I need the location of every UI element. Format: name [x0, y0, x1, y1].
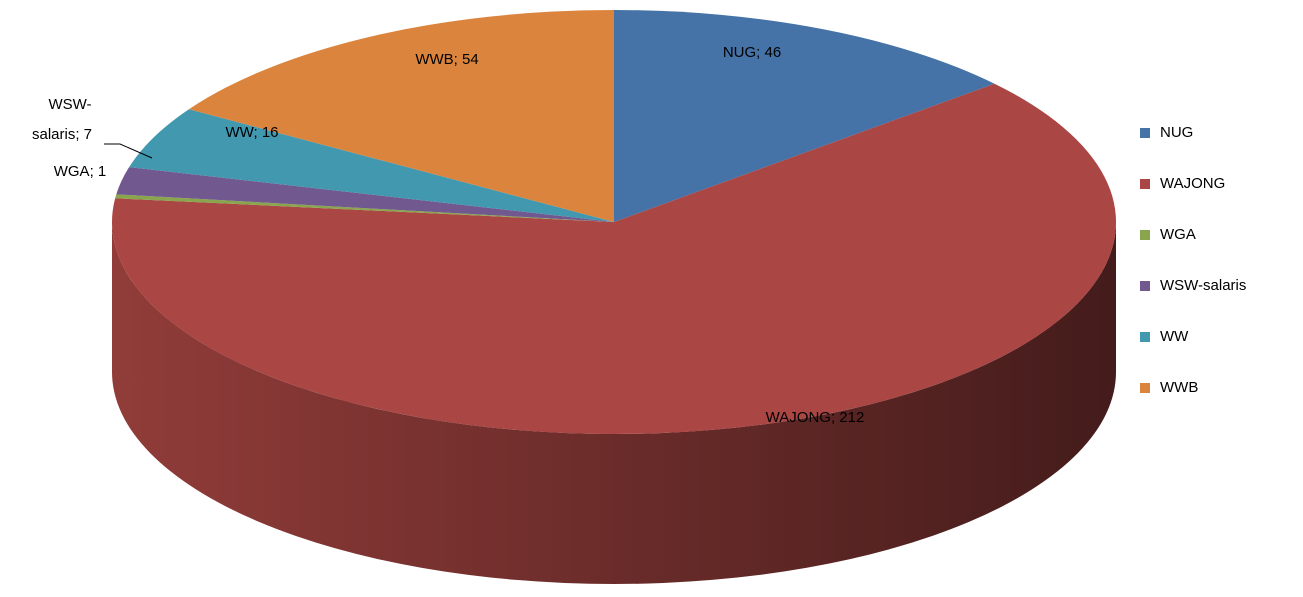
- legend-label: WSW-salaris: [1160, 277, 1246, 294]
- data-label: WWB; 54: [415, 51, 478, 68]
- slice-side: [112, 222, 1116, 584]
- legend-swatch: [1140, 281, 1150, 291]
- slice: [614, 10, 995, 222]
- leader-line: [104, 143, 153, 159]
- legend-swatch: [1140, 128, 1150, 138]
- data-label: WW; 16: [225, 124, 278, 141]
- data-label: WSW-salaris; 7: [32, 96, 92, 143]
- slice: [111, 83, 1116, 435]
- legend-swatch: [1140, 230, 1150, 240]
- legend-swatch: [1140, 383, 1150, 393]
- slice: [188, 10, 614, 222]
- slice: [116, 167, 614, 222]
- slice: [129, 109, 615, 222]
- data-label: WAJONG; 212: [766, 409, 865, 426]
- legend-label: NUG: [1160, 124, 1193, 141]
- legend-label: WGA: [1160, 226, 1196, 243]
- data-label: NUG; 46: [723, 44, 781, 61]
- legend-label: WWB: [1160, 379, 1198, 396]
- data-label: WGA; 1: [54, 163, 107, 180]
- legend-label: WW: [1160, 328, 1189, 345]
- legend-swatch: [1140, 179, 1150, 189]
- slice: [115, 194, 615, 222]
- legend-swatch: [1140, 332, 1150, 342]
- legend-label: WAJONG: [1160, 175, 1225, 192]
